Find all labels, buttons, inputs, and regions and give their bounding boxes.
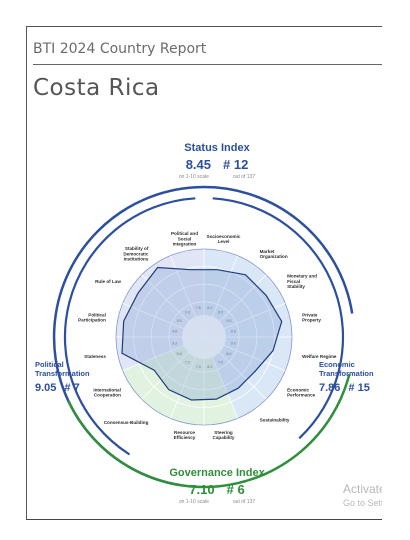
inner-value-label: 8.5	[218, 311, 223, 315]
spoke-7	[203, 336, 267, 400]
inner-value-label: 8.3	[207, 365, 212, 369]
status-index: Status Index 8.45 # 12 on 1-10 scale out o…	[157, 142, 277, 180]
governance-index-rank: # 6	[226, 482, 245, 497]
economic-rank: # 15	[348, 382, 370, 394]
spoke-4	[203, 302, 286, 338]
economic-transformation-arc	[212, 197, 345, 440]
inner-value-label: 9.3	[172, 341, 177, 345]
criterion-label: Welfare Regime	[302, 354, 337, 359]
inner-value-label: 9.0	[231, 341, 236, 345]
governance-index: Governance Index 7.10 # 6 on 1-10 scale ou…	[147, 467, 287, 505]
status-index-out-of: out of 137	[232, 174, 256, 180]
economic-transformation: Economic Transformation 7.86 # 15	[319, 360, 378, 394]
governance-index-arc	[67, 373, 351, 489]
criterion-label: Private Property	[302, 312, 321, 322]
inner-value-label: 9.5	[177, 319, 182, 323]
report-page: BTI 2024 Country Report Costa Rica 8.4 8.…	[26, 26, 382, 520]
economic-label-1: Economic	[319, 360, 355, 369]
score-polygon	[121, 266, 283, 401]
criterion-label: Steering Capability	[213, 430, 235, 440]
watermark-line-1: Activate	[343, 482, 382, 496]
political-region	[115, 249, 204, 371]
inner-value-label: 6.8	[177, 352, 182, 356]
economic-score: 7.86	[319, 382, 341, 394]
spoke-8	[203, 336, 239, 419]
watermark-line-2: Go to Sett	[343, 498, 382, 508]
inner-value-label: 7.8	[196, 306, 201, 310]
status-index-scale: on 1-10 scale	[178, 174, 209, 180]
inner-value-label: 9.0	[185, 311, 190, 315]
criterion-label: Political Participation	[78, 312, 106, 322]
radar-chart: 8.48.59.09.59.08.07.08.37.37.26.89.39.89…	[52, 185, 354, 489]
criterion-label: Stability of Democratic Institutions	[123, 246, 148, 261]
governance-index-scale: on 1-10 scale	[178, 499, 209, 505]
spoke-6	[203, 336, 286, 372]
governance-index-out-of: out of 137	[232, 499, 256, 505]
criterion-label: Market Organization	[260, 249, 288, 259]
criterion-label: Socioeconomic Level	[207, 234, 241, 244]
spoke-10	[169, 336, 205, 419]
inner-value-label: 8.0	[226, 352, 231, 356]
inner-value-label: 9.0	[226, 319, 231, 323]
criterion-label: Rule of Law	[95, 279, 121, 284]
criterion-label: Resource Efficiency	[174, 430, 196, 440]
criterion-label: Consensus-Building	[104, 420, 149, 425]
header-divider	[33, 64, 382, 65]
criterion-label: International Cooperation	[93, 388, 121, 398]
country-title: Costa Rica	[33, 75, 160, 101]
inner-value-label: 9.8	[172, 330, 177, 334]
economic-region	[204, 249, 292, 419]
status-index-label: Status Index	[184, 142, 250, 154]
spoke-12	[122, 336, 205, 372]
windows-activation-watermark: Activate Go to Sett	[343, 482, 382, 510]
inner-value-label: 7.2	[185, 360, 190, 364]
criterion-label: Sustainability	[260, 418, 290, 423]
inner-value-label: 7.3	[196, 365, 201, 369]
governance-index-score: 7.10	[189, 482, 215, 497]
political-score: 9.05	[35, 382, 57, 394]
inner-value-label: 9.5	[231, 330, 236, 334]
political-rank: # 7	[64, 382, 80, 394]
status-index-score: 8.45	[185, 157, 211, 172]
spoke-2	[203, 255, 239, 338]
criterion-label: Monetary and Fiscal Stability	[287, 274, 317, 289]
criterion-label: Stateness	[84, 354, 106, 359]
political-transformation-arc	[63, 197, 196, 456]
political-label-2: Transformation	[35, 369, 90, 378]
inner-value-label: 7.0	[218, 360, 223, 364]
spoke-14	[122, 302, 205, 338]
criterion-label: Political and Social Integration	[171, 231, 198, 246]
governance-index-label: Governance Index	[169, 467, 265, 479]
report-header: BTI 2024 Country Report	[33, 41, 207, 57]
spoke-11	[141, 336, 205, 400]
economic-label-2: Transformation	[319, 369, 374, 378]
political-transformation: Political Transformation 9.05 # 7	[35, 360, 90, 394]
status-index-rank: # 12	[223, 157, 249, 172]
political-label-1: Political	[35, 360, 64, 369]
inner-value-label: 8.4	[207, 306, 212, 310]
spoke-15	[141, 274, 205, 338]
criterion-label: Economic Performance	[287, 388, 316, 398]
